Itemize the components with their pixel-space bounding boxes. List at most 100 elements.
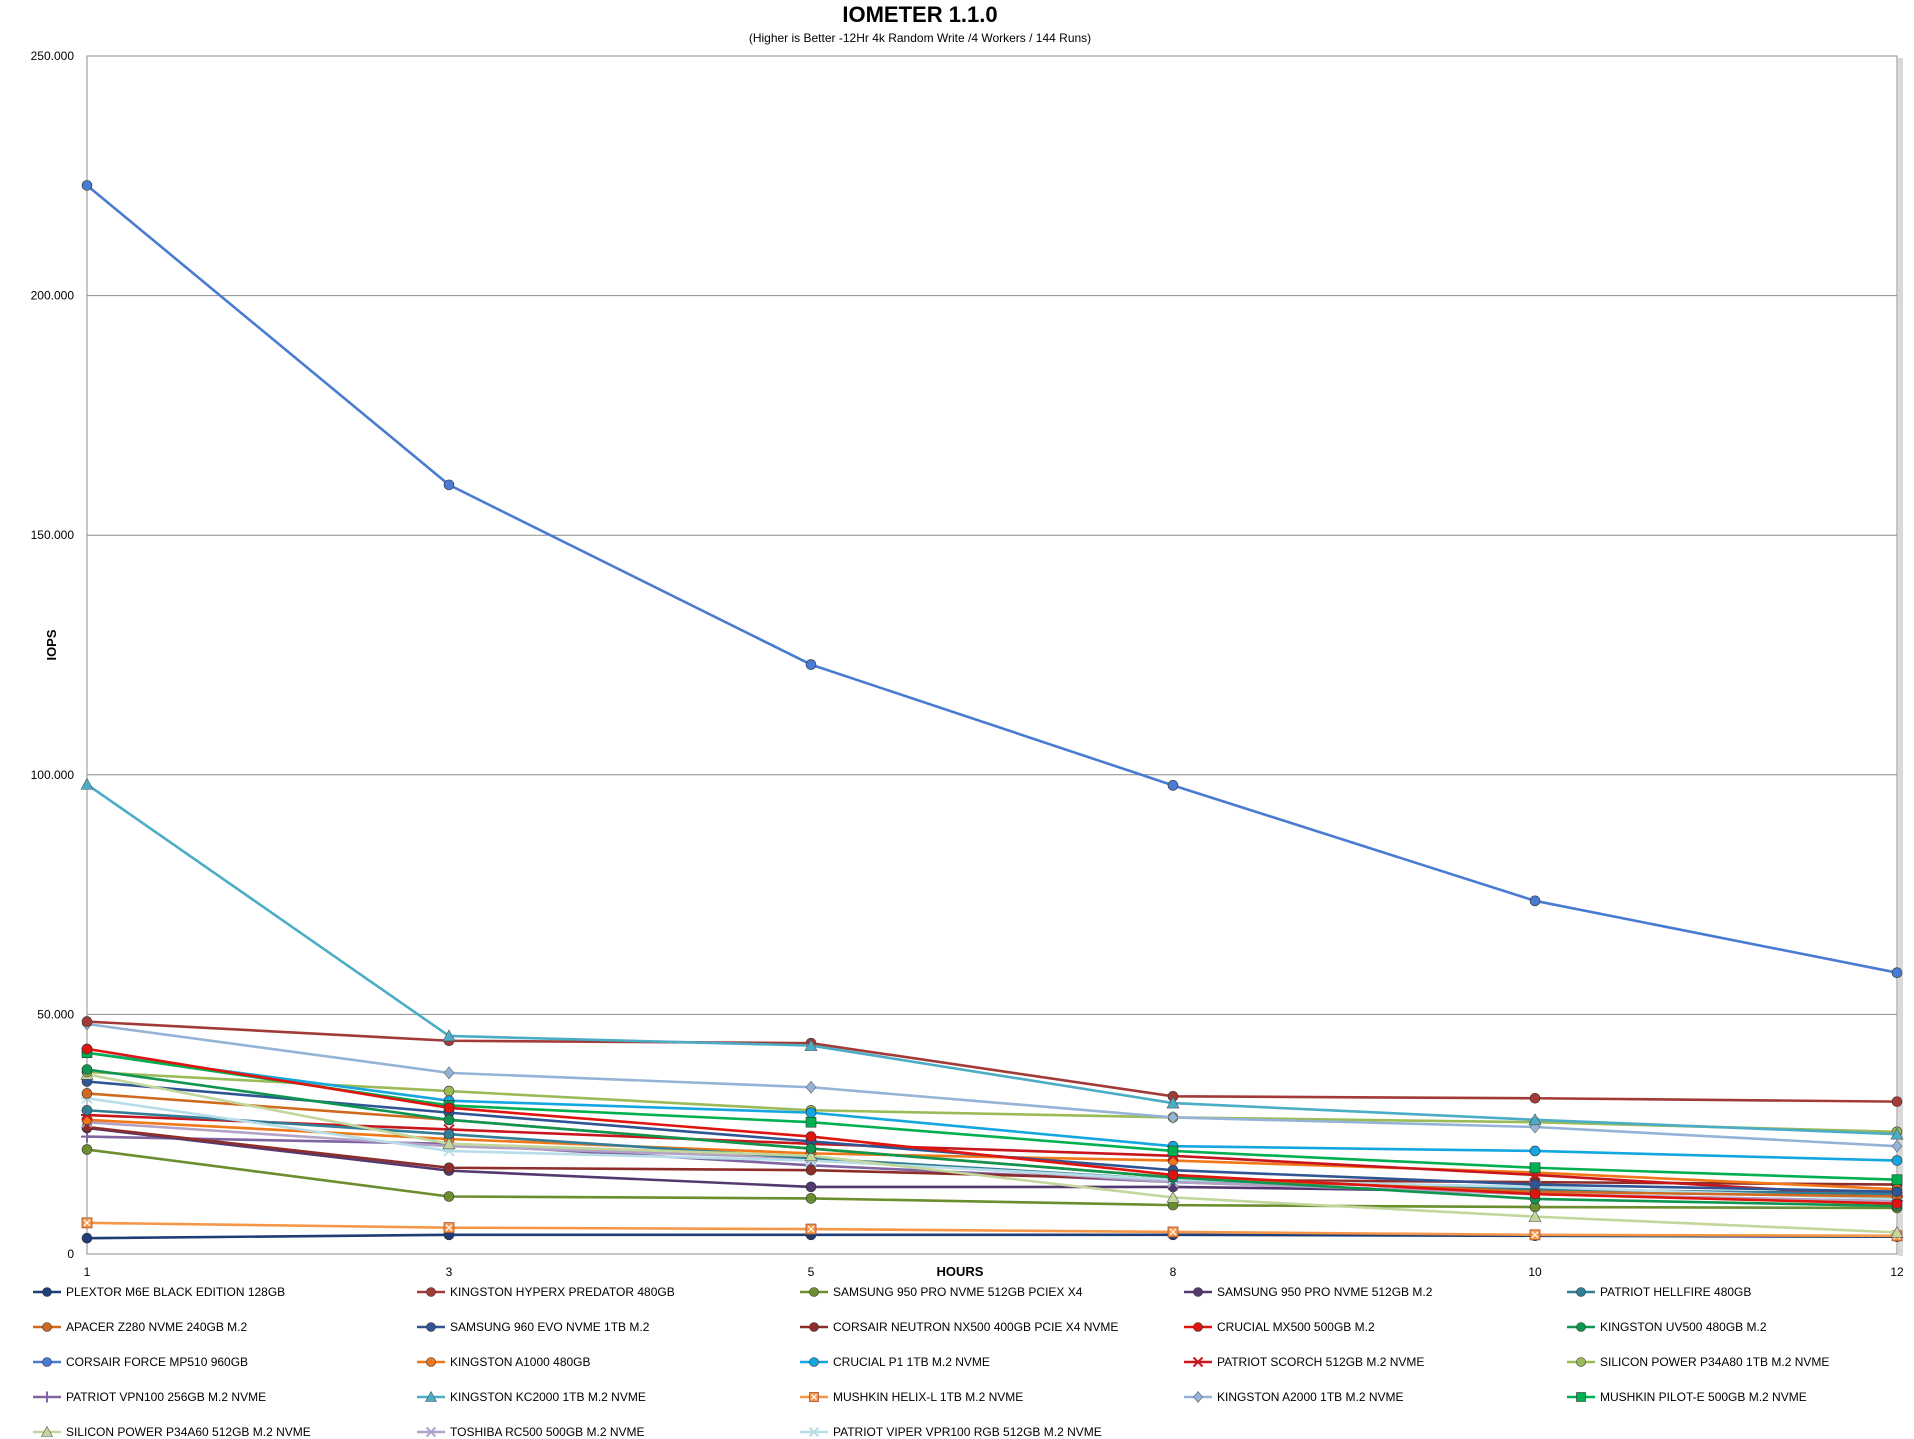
x-tick-label: 3 bbox=[446, 1265, 453, 1279]
data-point bbox=[809, 1357, 819, 1367]
data-point bbox=[424, 1390, 438, 1402]
data-point-mark bbox=[83, 1219, 91, 1227]
legend-item: CORSAIR FORCE MP510 960GB bbox=[33, 1355, 248, 1369]
series-line bbox=[86, 783, 1898, 1136]
series-10 bbox=[81, 180, 1903, 979]
data-point bbox=[81, 1088, 93, 1099]
legend-item: KINGSTON HYPERX PREDATOR 480GB bbox=[417, 1285, 675, 1299]
legend-item: SILICON POWER P34A80 1TB M.2 NVME bbox=[1567, 1355, 1829, 1369]
y-tick-label: 100.000 bbox=[31, 768, 75, 782]
data-point bbox=[1529, 1179, 1541, 1190]
series-line bbox=[86, 1068, 1898, 1208]
legend-label: KINGSTON KC2000 1TB M.2 NVME bbox=[450, 1390, 646, 1404]
data-point bbox=[426, 1322, 436, 1332]
x-axis-title: HOURS bbox=[937, 1264, 984, 1279]
plot-border bbox=[86, 55, 1898, 1255]
legend-item: MUSHKIN PILOT-E 500GB M.2 NVME bbox=[1567, 1390, 1807, 1404]
legend-label: SAMSUNG 950 PRO NVME 512GB PCIEX X4 bbox=[833, 1285, 1083, 1299]
legend-item: KINGSTON UV500 480GB M.2 bbox=[1567, 1320, 1767, 1334]
data-point bbox=[443, 1191, 455, 1202]
legend-label: SAMSUNG 960 EVO NVME 1TB M.2 bbox=[450, 1320, 650, 1334]
data-point bbox=[1891, 1096, 1903, 1107]
data-point bbox=[804, 1038, 818, 1051]
data-point bbox=[42, 1287, 52, 1297]
data-point bbox=[1576, 1287, 1586, 1297]
y-tick-label: 0 bbox=[67, 1247, 74, 1261]
legend-item: SAMSUNG 950 PRO NVME 512GB PCIEX X4 bbox=[800, 1285, 1083, 1299]
data-point bbox=[1890, 1225, 1904, 1238]
legend-item: SILICON POWER P34A60 512GB M.2 NVME bbox=[33, 1425, 311, 1439]
data-point-mark bbox=[1169, 1228, 1177, 1236]
data-point bbox=[1166, 1190, 1180, 1203]
data-point bbox=[1891, 1198, 1903, 1209]
data-point bbox=[1891, 1186, 1903, 1198]
legend-item: PATRIOT VIPER VPR100 RGB 512GB M.2 NVME bbox=[800, 1425, 1102, 1439]
legend-label: PATRIOT HELLFIRE 480GB bbox=[1600, 1285, 1751, 1299]
data-point bbox=[1193, 1287, 1203, 1297]
data-point bbox=[443, 1162, 455, 1174]
legend: PLEXTOR M6E BLACK EDITION 128GB KINGSTON … bbox=[33, 1285, 1829, 1439]
chart-subtitle: (Higher is Better -12Hr 4k Random Write … bbox=[749, 31, 1091, 45]
data-point bbox=[1529, 1145, 1541, 1157]
data-point bbox=[805, 1164, 817, 1176]
data-point bbox=[442, 1029, 456, 1042]
data-point bbox=[443, 1102, 455, 1114]
legend-item: PATRIOT VPN100 256GB M.2 NVME bbox=[33, 1390, 266, 1404]
legend-item: APACER Z280 NVME 240GB M.2 bbox=[33, 1320, 248, 1334]
data-point bbox=[1529, 895, 1541, 907]
series-8 bbox=[81, 1043, 1903, 1209]
data-point-mark bbox=[811, 1394, 817, 1400]
data-point bbox=[1167, 1110, 1179, 1124]
data-point bbox=[81, 180, 93, 191]
legend-label: KINGSTON A1000 480GB bbox=[450, 1355, 591, 1369]
data-point-mark bbox=[445, 1224, 453, 1232]
series-line bbox=[86, 1073, 1898, 1234]
legend-label: MUSHKIN PILOT-E 500GB M.2 NVME bbox=[1600, 1390, 1807, 1404]
legend-label: PLEXTOR M6E BLACK EDITION 128GB bbox=[66, 1285, 285, 1299]
data-point bbox=[81, 1043, 93, 1055]
series-20 bbox=[80, 1067, 1904, 1238]
legend-label: KINGSTON A2000 1TB M.2 NVME bbox=[1217, 1390, 1404, 1404]
legend-label: CRUCIAL P1 1TB M.2 NVME bbox=[833, 1355, 990, 1369]
data-point bbox=[1193, 1391, 1203, 1403]
data-point bbox=[1166, 1096, 1180, 1109]
legend-label: CRUCIAL MX500 500GB M.2 bbox=[1217, 1320, 1375, 1334]
legend-label: PATRIOT VIPER VPR100 RGB 512GB M.2 NVME bbox=[833, 1425, 1102, 1439]
data-point bbox=[1890, 1127, 1904, 1140]
legend-item: TOSHIBA RC500 500GB M.2 NVME bbox=[417, 1425, 645, 1439]
data-point bbox=[1192, 1356, 1204, 1368]
legend-item: PLEXTOR M6E BLACK EDITION 128GB bbox=[33, 1285, 285, 1299]
data-point bbox=[1529, 1162, 1541, 1174]
series-line bbox=[86, 1022, 1898, 1148]
data-point bbox=[1891, 1155, 1903, 1166]
legend-item: CORSAIR NEUTRON NX500 400GB PCIE X4 NVME bbox=[800, 1320, 1118, 1334]
data-point bbox=[40, 1425, 54, 1437]
data-point bbox=[805, 1080, 817, 1094]
data-point bbox=[1576, 1392, 1586, 1402]
data-point bbox=[809, 1287, 819, 1297]
legend-label: PATRIOT SCORCH 512GB M.2 NVME bbox=[1217, 1355, 1424, 1369]
data-point bbox=[443, 1066, 455, 1080]
data-point bbox=[41, 1391, 53, 1403]
legend-label: MUSHKIN HELIX-L 1TB M.2 NVME bbox=[833, 1390, 1023, 1404]
gridlines bbox=[87, 55, 1897, 1015]
series-line bbox=[86, 1051, 1898, 1162]
legend-label: APACER Z280 NVME 240GB M.2 bbox=[66, 1320, 248, 1334]
data-point bbox=[1891, 1139, 1903, 1153]
data-point bbox=[81, 1232, 93, 1244]
data-point bbox=[1167, 1169, 1179, 1181]
legend-label: SILICON POWER P34A80 1TB M.2 NVME bbox=[1600, 1355, 1829, 1369]
legend-label: KINGSTON HYPERX PREDATOR 480GB bbox=[450, 1285, 675, 1299]
data-point bbox=[426, 1287, 436, 1297]
y-axis-ticks: 0 50.000 100.000 150.000 200.000 250.000 bbox=[31, 49, 75, 1261]
series-line bbox=[86, 1221, 1898, 1238]
series-line bbox=[86, 1047, 1898, 1205]
data-point bbox=[1576, 1357, 1586, 1367]
legend-item: PATRIOT HELLFIRE 480GB bbox=[1567, 1285, 1751, 1299]
chart-title: IOMETER 1.1.0 bbox=[842, 2, 997, 27]
data-point bbox=[1167, 1145, 1179, 1157]
series-line bbox=[86, 1096, 1898, 1201]
legend-item: PATRIOT SCORCH 512GB M.2 NVME bbox=[1184, 1355, 1424, 1369]
series-line bbox=[86, 1125, 1898, 1186]
